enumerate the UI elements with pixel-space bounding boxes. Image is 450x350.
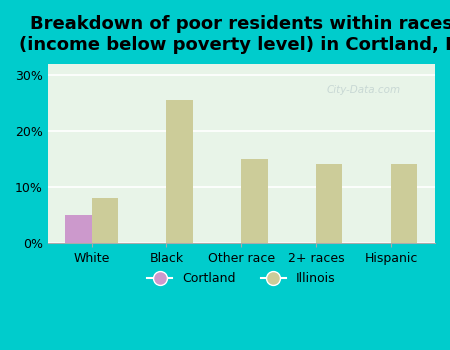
Title: Breakdown of poor residents within races
(income below poverty level) in Cortlan: Breakdown of poor residents within races… [19, 15, 450, 54]
Bar [241, 159, 268, 243]
Text: City-Data.com: City-Data.com [327, 85, 400, 95]
Legend: Cortland, Illinois: Cortland, Illinois [142, 267, 341, 290]
Bar [166, 100, 193, 243]
Bar [391, 164, 418, 243]
Bar [65, 215, 91, 243]
Bar [91, 198, 118, 243]
Bar [316, 164, 342, 243]
